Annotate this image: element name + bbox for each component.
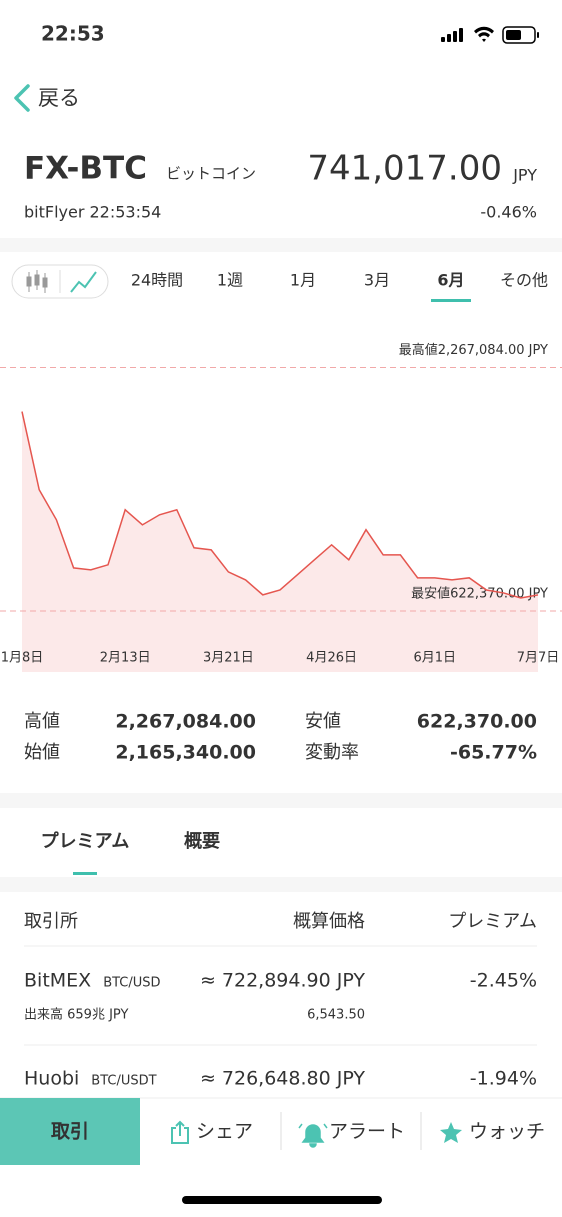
stat-label: 変動率: [305, 742, 359, 763]
period-tab[interactable]: 6月: [437, 271, 464, 290]
symbol: FX-BTC: [24, 151, 147, 187]
period-tab[interactable]: 1月: [290, 271, 316, 290]
stat-value: 2,267,084.00: [115, 711, 256, 733]
sub-price: 6,543.50: [307, 1008, 365, 1023]
stat-value: 2,165,340.00: [115, 742, 256, 764]
watch-button[interactable]: ウォッチ: [469, 1121, 545, 1143]
alert-icon: [298, 1123, 328, 1148]
stat-label: 高値: [24, 711, 60, 732]
stat-value: -65.77%: [450, 742, 537, 764]
approx-price: ≈ 726,648.80 JPY: [200, 1068, 365, 1090]
period-tab[interactable]: 3月: [364, 271, 390, 290]
premium: -1.94%: [470, 1068, 537, 1090]
separator: [0, 238, 562, 252]
stat-value: 622,370.00: [417, 711, 537, 733]
tab-underline: [73, 872, 97, 875]
pair: BTC/USDT: [91, 1074, 156, 1089]
status-time: 22:53: [41, 22, 105, 46]
reference-label: 最高値2,267,084.00 JPY: [399, 342, 548, 358]
price: 741,017.00: [307, 149, 502, 189]
x-tick-label: 3月21日: [203, 651, 254, 666]
table-header: 概算価格: [293, 911, 365, 932]
price-change: -0.46%: [480, 203, 537, 222]
price-line: [21, 411, 539, 599]
x-tick-label: 2月13日: [100, 651, 151, 666]
exchange-name: BitMEX: [24, 970, 91, 992]
tab-underline: [431, 299, 471, 302]
table-header: プレミアム: [448, 911, 537, 932]
approx-price: ≈ 722,894.90 JPY: [200, 970, 365, 992]
stat-label: 始値: [24, 742, 60, 763]
trade-button[interactable]: [0, 1098, 140, 1165]
volume: 出来高 659兆 JPY: [24, 1007, 128, 1023]
watch-icon: [440, 1122, 462, 1143]
reference-label: 最安値622,370.00 JPY: [411, 585, 548, 601]
pair: BTC/USD: [103, 976, 160, 991]
separator: [0, 877, 562, 892]
x-tick-label: 6月1日: [414, 651, 457, 666]
trade-label[interactable]: 取引: [51, 1121, 89, 1143]
separator: [0, 793, 562, 808]
share-button[interactable]: シェア: [196, 1121, 253, 1143]
alert-button[interactable]: アラート: [329, 1121, 405, 1143]
price-currency: JPY: [512, 166, 537, 185]
area: [22, 411, 538, 672]
info-tab[interactable]: 概要: [184, 830, 220, 852]
table-header: 取引所: [24, 911, 78, 932]
premium: -2.45%: [470, 970, 537, 992]
period-tab[interactable]: その他: [500, 271, 548, 290]
symbol-name: ビットコイン: [166, 165, 256, 183]
exchange-name: Huobi: [24, 1068, 79, 1090]
back-chevron[interactable]: [14, 84, 30, 112]
x-tick-label: 4月26日: [306, 651, 357, 666]
period-tab[interactable]: 1週: [217, 271, 243, 290]
x-tick-label: 1月8日: [1, 651, 44, 666]
stat-label: 安値: [305, 711, 341, 732]
bottom-bar: 取引 シェア アラート ウォッチ: [0, 1097, 562, 1217]
source-time: bitFlyer 22:53:54: [24, 203, 161, 222]
period-tab[interactable]: 24時間: [131, 271, 183, 290]
status-icons: [441, 26, 539, 44]
back-button[interactable]: 戻る: [38, 86, 80, 110]
share-icon: [171, 1120, 189, 1144]
home-indicator: [182, 1196, 382, 1204]
chart-type-toggle[interactable]: [11, 264, 109, 299]
x-tick-label: 7月7日: [517, 651, 560, 666]
info-tab[interactable]: プレミアム: [41, 830, 130, 852]
